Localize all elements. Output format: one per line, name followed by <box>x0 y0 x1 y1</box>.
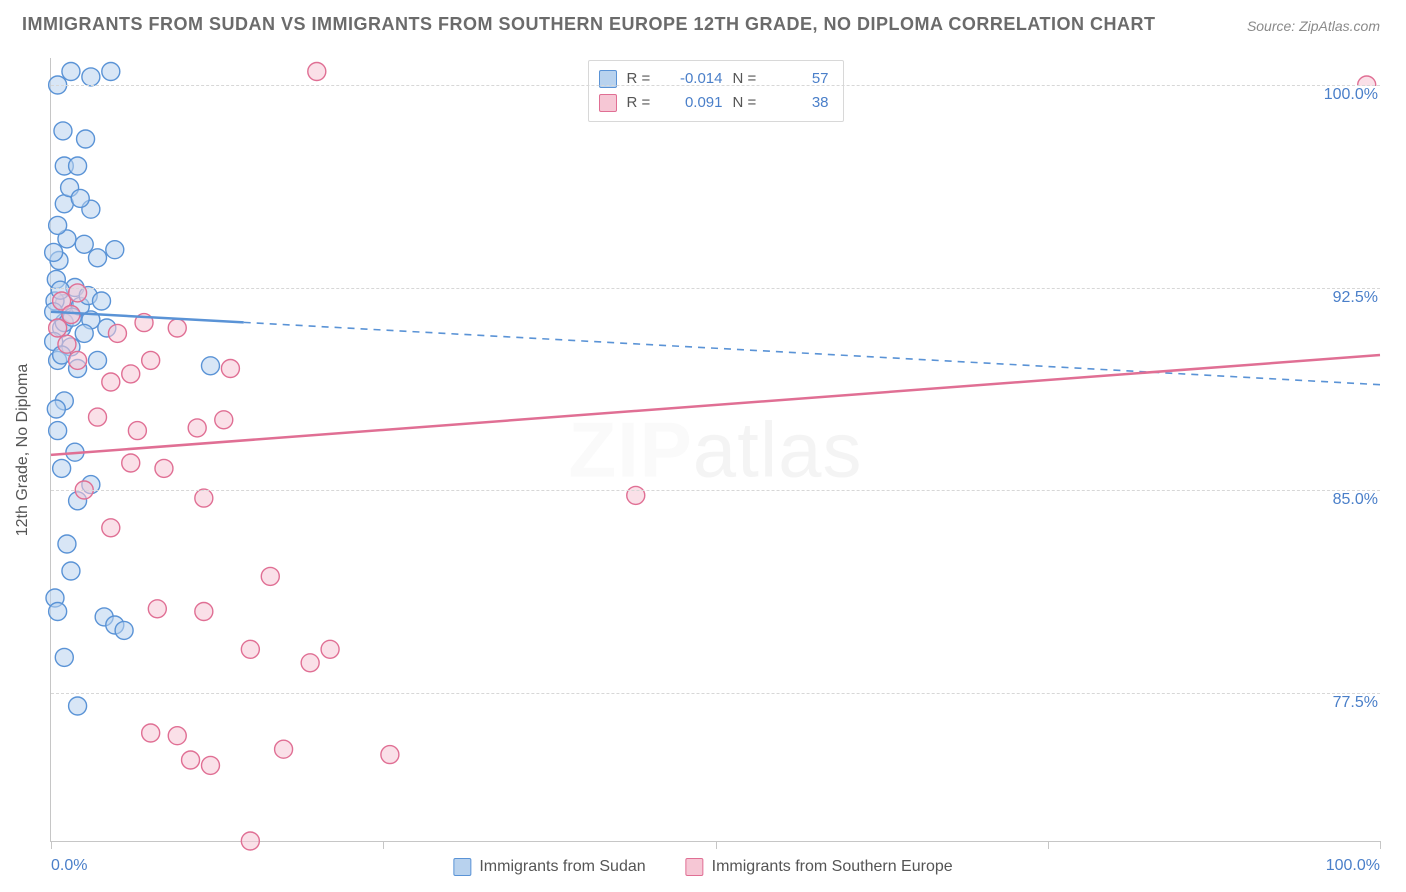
chart-title: IMMIGRANTS FROM SUDAN VS IMMIGRANTS FROM… <box>22 14 1156 35</box>
x-max-label: 100.0% <box>1326 857 1380 875</box>
legend-swatch-pink <box>599 94 617 112</box>
legend-r-value-2: 0.091 <box>667 91 723 115</box>
legend-correlation-box: R = -0.014 N = 57 R = 0.091 N = 38 <box>588 60 844 122</box>
x-min-label: 0.0% <box>51 857 87 875</box>
legend-label-sudan: Immigrants from Sudan <box>479 858 645 876</box>
legend-row-series-2: R = 0.091 N = 38 <box>599 91 829 115</box>
legend-n-value-1: 57 <box>773 67 829 91</box>
legend-item-se: Immigrants from Southern Europe <box>686 858 953 876</box>
legend-label-se: Immigrants from Southern Europe <box>712 858 953 876</box>
legend-r-label-2: R = <box>627 91 657 115</box>
legend-n-value-2: 38 <box>773 91 829 115</box>
y-tick-label: 92.5% <box>1333 289 1382 307</box>
scatter-svg <box>51 58 1380 841</box>
legend-swatch-pink-bottom <box>686 858 704 876</box>
legend-n-label: N = <box>733 67 763 91</box>
legend-n-label-2: N = <box>733 91 763 115</box>
legend-row-series-1: R = -0.014 N = 57 <box>599 67 829 91</box>
legend-item-sudan: Immigrants from Sudan <box>453 858 645 876</box>
legend-r-label: R = <box>627 67 657 91</box>
y-tick-label: 85.0% <box>1333 491 1382 509</box>
chart-plot-area: ZIPatlas 12th Grade, No Diploma R = -0.0… <box>50 58 1380 842</box>
y-tick-label: 77.5% <box>1333 694 1382 712</box>
legend-series-names: Immigrants from Sudan Immigrants from So… <box>453 858 952 876</box>
y-tick-label: 100.0% <box>1324 86 1382 104</box>
legend-r-value-1: -0.014 <box>667 67 723 91</box>
legend-swatch-blue-bottom <box>453 858 471 876</box>
y-axis-title: 12th Grade, No Diploma <box>14 363 32 536</box>
source-attribution: Source: ZipAtlas.com <box>1247 18 1380 34</box>
